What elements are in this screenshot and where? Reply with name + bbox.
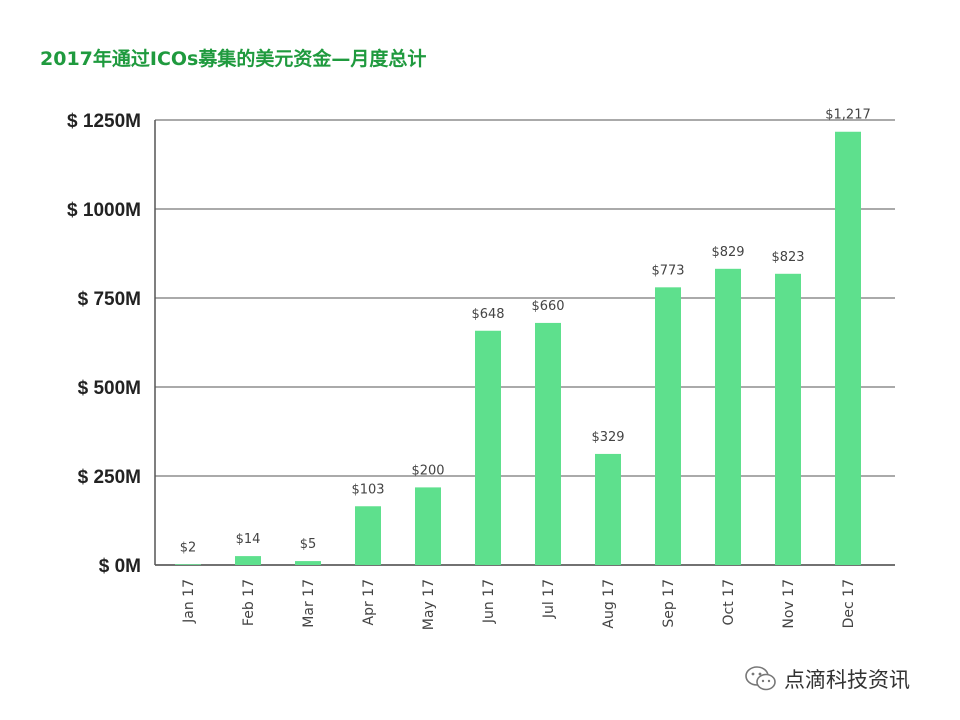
bar [835, 131, 861, 566]
data-label: $829 [711, 245, 744, 260]
x-tick-label: Jun 17 [481, 579, 497, 624]
wechat-icon [745, 666, 776, 691]
data-label: $660 [531, 299, 564, 314]
bar [295, 561, 321, 565]
data-label: $5 [300, 537, 317, 552]
x-tick-label: Oct 17 [721, 579, 737, 625]
watermark-text: 点滴科技资讯 [784, 668, 910, 692]
x-tick-label: Jan 17 [181, 579, 197, 624]
data-label: $823 [771, 250, 804, 265]
x-tick-label: Dec 17 [841, 579, 857, 628]
bars [175, 131, 861, 566]
x-tick-label: Mar 17 [301, 579, 317, 628]
bar [235, 556, 261, 565]
x-axis-tick-labels: Jan 17 Feb 17 Mar 17 Apr 17 May 17 Jun 17 Jul … [181, 579, 857, 630]
y-tick-label: $ 1250M [67, 111, 141, 132]
bar [415, 487, 441, 565]
chart-title: 2017年通过ICOs募集的美元资金—月度总计 [40, 48, 427, 70]
data-label: $329 [591, 430, 624, 445]
x-tick-label: Jul 17 [541, 579, 557, 619]
x-tick-label: Feb 17 [241, 579, 257, 626]
bar [535, 322, 561, 565]
y-tick-label: $ 1000M [67, 200, 141, 221]
bar [655, 287, 681, 565]
bar [715, 268, 741, 565]
data-label: $2 [180, 540, 197, 555]
x-tick-label: Aug 17 [601, 579, 617, 629]
data-label: $200 [411, 463, 444, 478]
data-label: $773 [651, 263, 684, 278]
data-label: $14 [236, 532, 261, 547]
bar [775, 273, 801, 565]
bar [595, 453, 621, 565]
data-label: $648 [471, 307, 504, 322]
data-labels: $2 $14 $5 $103 $200 $648 $660 $329 $773 $829 $823 $… [180, 108, 871, 556]
y-tick-label: $ 0M [99, 556, 141, 577]
data-label: $103 [351, 482, 384, 497]
gridlines [155, 119, 895, 566]
x-tick-label: May 17 [421, 579, 437, 630]
bar [175, 564, 201, 565]
data-label: $1,217 [825, 108, 871, 123]
watermark: 点滴科技资讯 [744, 664, 910, 694]
bar [475, 330, 501, 565]
bar [355, 506, 381, 565]
y-tick-label: $ 250M [78, 467, 141, 488]
y-tick-label: $ 750M [78, 289, 141, 310]
y-axis-tick-labels: $ 0M $ 250M $ 500M $ 750M $ 1000M $ 1250M [67, 111, 141, 577]
y-tick-label: $ 500M [78, 378, 141, 399]
x-tick-label: Apr 17 [361, 579, 377, 625]
x-tick-label: Sep 17 [661, 579, 677, 628]
x-tick-label: Nov 17 [781, 579, 797, 629]
